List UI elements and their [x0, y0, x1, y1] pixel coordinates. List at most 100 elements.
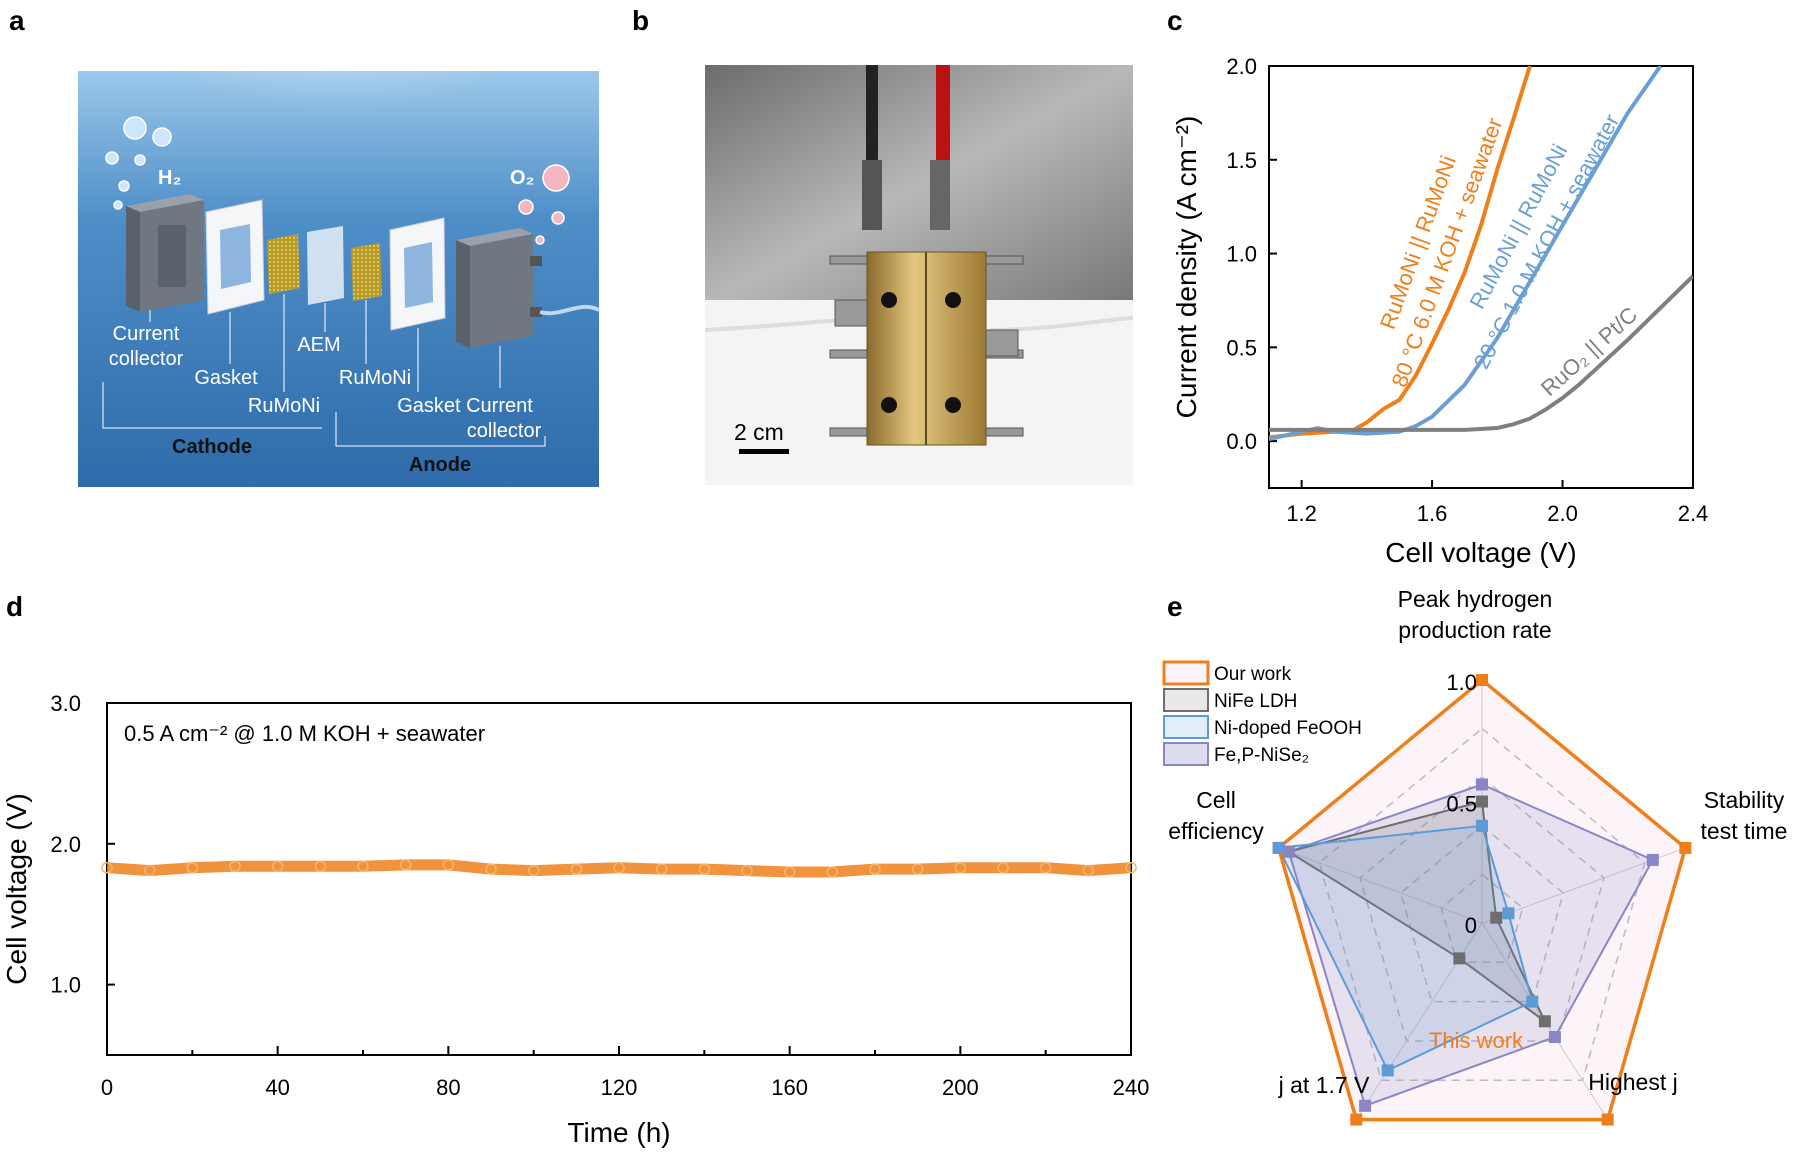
radar-point	[1490, 911, 1503, 924]
x-tick-label: 1.6	[1417, 501, 1448, 526]
gasket-label-cathode: Gasket	[194, 367, 258, 389]
panel-label-d: d	[6, 591, 23, 622]
chart-polarization-curves: 1.2 1.6 2.0 2.4 0.0 0.5 1.0 1.5 2.0 Cell voltage …	[1171, 54, 1708, 568]
chart-radar-comparison: 1.0 0.5 0 Peak hydrogen production rate Stabi…	[1162, 586, 1788, 1126]
axis-label-0: Peak hydrogen	[1398, 586, 1553, 612]
cathode-label: Cathode	[172, 436, 252, 458]
radar-point	[1381, 1064, 1394, 1077]
x-tick-label: 2.0	[1547, 501, 1578, 526]
radar-spoke	[1278, 847, 1483, 924]
data-point	[1082, 864, 1095, 877]
radar-point	[1548, 1031, 1561, 1044]
data-point	[655, 863, 668, 875]
aem-label: AEM	[297, 334, 340, 356]
x-tick-label: 0	[101, 1075, 113, 1100]
current-collector-label-cathode: Current	[113, 323, 180, 345]
x-axis-label: Cell voltage (V)	[1385, 537, 1576, 568]
bubbles-h2	[105, 116, 172, 210]
y-axis-label: Cell voltage (V)	[1, 793, 32, 984]
axis-label-4: Cell	[1196, 787, 1236, 813]
x-tick-label: 1.2	[1286, 501, 1317, 526]
radar-point	[1350, 1113, 1363, 1126]
radar-point	[1359, 1099, 1372, 1112]
radar-point	[1646, 853, 1659, 866]
this-work-annotation: This work	[1429, 1028, 1524, 1053]
y-tick-label: 0.0	[1226, 429, 1257, 454]
legend-swatch	[1162, 660, 1210, 686]
axis-label-4: efficiency	[1168, 818, 1264, 844]
data-point	[485, 863, 497, 875]
series-line-2	[1269, 274, 1693, 432]
axis-label-3: j at 1.7 V	[1278, 1072, 1370, 1098]
panel-label-e: e	[1167, 591, 1183, 622]
data-point	[911, 863, 924, 875]
radar-point	[1476, 778, 1488, 791]
data-point	[271, 860, 284, 873]
x-tick-label: 240	[1113, 1075, 1150, 1100]
panel-label-a: a	[9, 5, 25, 36]
data-point	[1039, 861, 1052, 874]
electrolyzer-photo: 2 cm	[704, 65, 1134, 485]
y-tick-label: 1.0	[50, 973, 81, 998]
radar-point	[1476, 674, 1488, 686]
panel-label-b: b	[632, 5, 649, 36]
radar-point	[1453, 952, 1466, 965]
radar-grid-ring	[1440, 873, 1524, 964]
series-band	[106, 859, 1132, 878]
x-tick-label: 120	[601, 1075, 638, 1100]
radial-tick-label: 1.0	[1446, 670, 1477, 695]
radar-point	[1272, 841, 1285, 854]
radar-point	[1679, 841, 1692, 854]
leader-lines	[102, 294, 546, 447]
y-tick-label: 2.0	[1226, 54, 1257, 79]
x-tick-label: 2.4	[1678, 501, 1709, 526]
gasket-cathode-window	[220, 224, 251, 289]
radar-point	[1538, 1015, 1551, 1028]
aem-membrane	[307, 226, 344, 305]
y-tick-label: 2.0	[50, 832, 81, 857]
electrolyzer-schematic: H₂ O₂ Current collector Gasket RuMoNi AE…	[78, 0, 600, 487]
legend-swatch	[1163, 715, 1209, 739]
anode-current-collector	[456, 228, 542, 348]
data-point	[357, 860, 369, 873]
x-tick-label: 40	[265, 1075, 289, 1100]
legend-label: NiFe LDH	[1214, 691, 1297, 712]
data-point	[741, 864, 753, 877]
rumoni-anode	[351, 243, 382, 301]
rumoni-label-cathode: RuMoNi	[248, 395, 320, 417]
data-point	[954, 861, 967, 874]
y-tick-label: 1.5	[1226, 148, 1257, 173]
data-point	[1125, 861, 1137, 874]
radar-series-3	[1287, 783, 1655, 1108]
radar-point	[1601, 1113, 1614, 1126]
data-point	[186, 861, 199, 874]
data-point	[229, 860, 241, 873]
legend-label: Our work	[1214, 664, 1292, 685]
y-axis-label: Current density (A cm⁻²)	[1171, 116, 1202, 419]
current-collector-label-cathode-2: collector	[109, 348, 184, 370]
data-point	[143, 864, 156, 877]
data-point	[997, 861, 1009, 874]
radar-point	[1476, 795, 1488, 808]
legend-swatch	[1163, 742, 1209, 766]
chart-stability-test: 0 40 80 120 160 200 240 1.0 2.0 3.0 Time (h) Cell v…	[1, 691, 1149, 1148]
axis-label-1: test time	[1701, 818, 1788, 844]
axis-label-2: Highest j	[1588, 1069, 1677, 1095]
plot-frame	[106, 702, 1132, 1056]
cathode-current-collector	[126, 194, 204, 312]
data-point	[314, 860, 327, 873]
data-point	[442, 859, 455, 871]
rumoni-label-anode: RuMoNi	[339, 367, 411, 389]
data-point	[698, 863, 711, 875]
x-axis-label: Time (h)	[567, 1117, 670, 1148]
gasket-anode-window	[404, 242, 433, 308]
data-point	[826, 866, 839, 878]
rumoni-cathode	[267, 234, 300, 294]
gasket-current-label-anode: Gasket Current	[397, 395, 533, 417]
axis-label-1: Stability	[1704, 787, 1785, 813]
panel-label-c: c	[1167, 5, 1183, 36]
anode-label: Anode	[409, 454, 471, 476]
radar-point	[1502, 907, 1515, 920]
x-tick-label: 80	[436, 1075, 460, 1100]
